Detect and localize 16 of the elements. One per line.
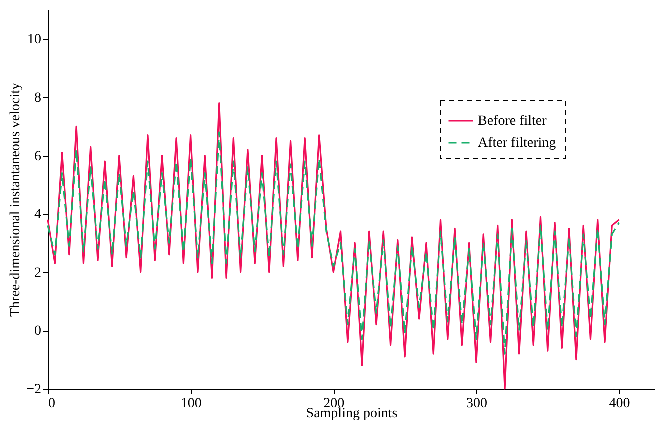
y-tick-label: 2 [34, 266, 42, 281]
line-series [47, 132, 620, 355]
y-tick-label: 0 [34, 324, 42, 340]
x-tick-label: 0 [48, 396, 56, 412]
y-tick-label: 6 [34, 149, 42, 164]
x-tick-label: 100 [180, 396, 202, 412]
line-series [47, 102, 620, 390]
x-tick-label: 300 [466, 396, 488, 412]
y-tick-label: 4 [34, 208, 42, 223]
x-tick-label: 400 [609, 396, 630, 412]
y-tick-label: −2 [26, 382, 42, 398]
y-axis-title: Three-dimensional instantaneous velocity [8, 82, 24, 318]
y-tick-label: 8 [34, 90, 42, 106]
legend-label: Before filter [478, 114, 548, 129]
legend-label: After filtering [478, 136, 556, 151]
y-tick-label: 10 [28, 32, 42, 48]
